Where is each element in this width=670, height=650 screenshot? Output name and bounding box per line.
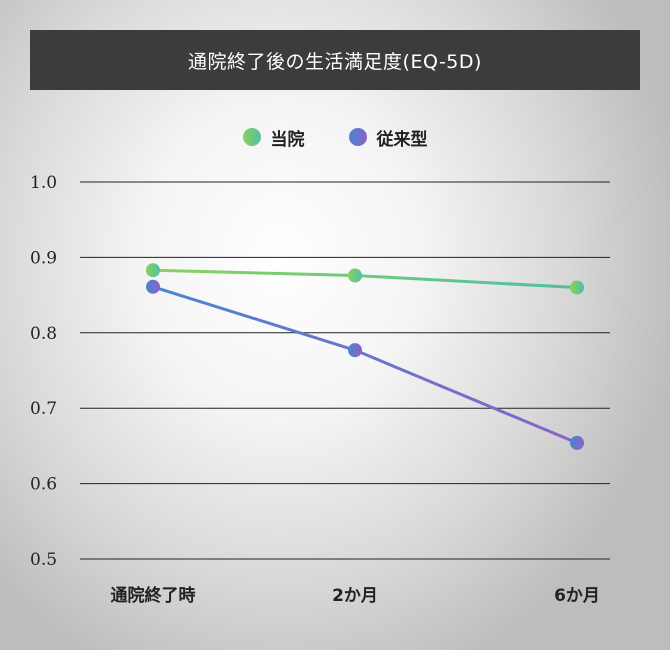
y-tick-label: 0.9 [30,248,57,268]
data-point-series-2 [146,279,160,294]
data-point-series-1 [146,263,160,278]
y-tick-label: 0.7 [30,399,57,419]
legend-item-series-2: 従来型 [348,125,428,150]
y-tick-label: 0.6 [30,475,57,495]
y-tick-label: 0.5 [30,550,57,570]
series-line-2 [151,285,579,445]
series-line-1 [151,268,579,290]
legend-marker-series-2 [348,128,367,146]
y-tick-label: 0.8 [30,324,57,344]
x-tick-label: 2か月 [332,586,378,606]
x-tick-label: 通院終了時 [111,585,196,606]
legend: 当院 従来型 [0,122,670,152]
data-point-series-2 [570,435,584,450]
legend-label-series-1: 当院 [270,129,305,150]
chart-title: 通院終了後の生活満足度(EQ-5D) [30,30,640,90]
data-point-series-2 [348,343,362,358]
x-tick-label: 6か月 [554,586,600,606]
y-tick-label: 1.0 [30,173,57,193]
data-point-series-1 [570,280,584,295]
legend-label-series-2: 従来型 [376,129,428,150]
legend-marker-series-1 [242,128,261,146]
data-point-series-1 [348,268,362,283]
legend-item-series-1: 当院 [242,125,305,150]
